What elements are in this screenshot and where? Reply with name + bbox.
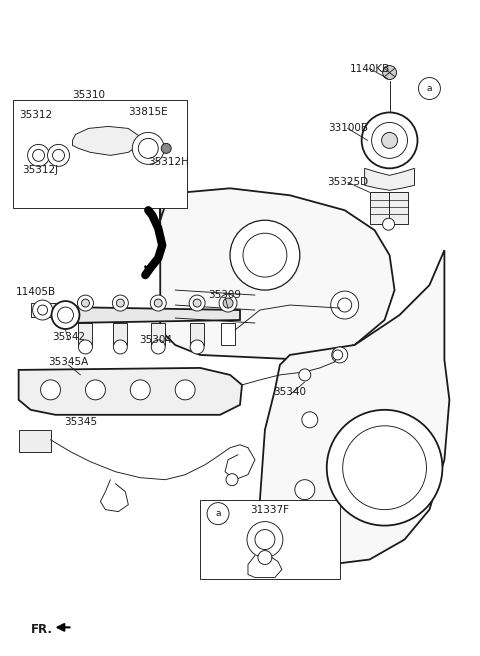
Bar xyxy=(200,500,340,579)
Circle shape xyxy=(58,307,73,323)
Circle shape xyxy=(383,66,396,79)
Circle shape xyxy=(175,380,195,400)
Circle shape xyxy=(116,299,124,307)
Text: FR.: FR. xyxy=(31,623,53,636)
Circle shape xyxy=(333,350,343,360)
Circle shape xyxy=(247,522,283,558)
Bar xyxy=(151,323,165,345)
Text: 35345A: 35345A xyxy=(48,357,89,367)
Circle shape xyxy=(33,150,45,161)
Circle shape xyxy=(28,144,49,167)
Text: 35312H: 35312H xyxy=(148,157,189,167)
Polygon shape xyxy=(365,169,415,190)
Circle shape xyxy=(258,550,272,565)
Circle shape xyxy=(151,340,165,354)
Circle shape xyxy=(338,298,352,312)
Circle shape xyxy=(138,138,158,158)
Circle shape xyxy=(112,295,128,311)
Text: 35304: 35304 xyxy=(139,335,172,345)
Bar xyxy=(78,323,93,345)
Text: 35312J: 35312J xyxy=(23,165,59,175)
Bar xyxy=(31,303,56,317)
Circle shape xyxy=(382,133,397,148)
Text: 35312: 35312 xyxy=(19,110,52,121)
Polygon shape xyxy=(19,368,242,415)
Circle shape xyxy=(332,347,348,363)
Circle shape xyxy=(230,220,300,290)
Bar xyxy=(12,100,187,208)
Circle shape xyxy=(327,410,443,525)
Circle shape xyxy=(193,299,201,307)
Text: a: a xyxy=(216,509,221,518)
Circle shape xyxy=(154,299,162,307)
Circle shape xyxy=(331,291,359,319)
Text: 35325D: 35325D xyxy=(327,177,368,188)
Circle shape xyxy=(243,233,287,277)
Circle shape xyxy=(302,412,318,428)
Circle shape xyxy=(37,305,48,315)
Text: a: a xyxy=(427,84,432,93)
Polygon shape xyxy=(160,171,395,360)
Circle shape xyxy=(85,380,106,400)
Text: 11405B: 11405B xyxy=(15,287,56,297)
Circle shape xyxy=(161,144,171,154)
Circle shape xyxy=(343,426,426,510)
Circle shape xyxy=(207,502,229,525)
Circle shape xyxy=(130,380,150,400)
Circle shape xyxy=(41,380,60,400)
Circle shape xyxy=(48,144,70,167)
Bar xyxy=(190,323,204,345)
Polygon shape xyxy=(72,127,138,155)
Circle shape xyxy=(33,300,52,320)
Text: 35309: 35309 xyxy=(208,290,241,300)
Text: 35310: 35310 xyxy=(72,91,105,100)
Bar xyxy=(19,430,50,452)
Circle shape xyxy=(132,133,164,165)
Text: 33100B: 33100B xyxy=(328,123,368,133)
Circle shape xyxy=(295,480,315,500)
Circle shape xyxy=(52,150,64,161)
Circle shape xyxy=(299,369,311,381)
Circle shape xyxy=(226,474,238,485)
Text: 31337F: 31337F xyxy=(251,504,289,514)
Text: 35342: 35342 xyxy=(52,332,85,342)
Circle shape xyxy=(78,340,93,354)
Circle shape xyxy=(255,529,275,550)
Circle shape xyxy=(361,112,418,169)
Bar xyxy=(370,192,408,224)
Circle shape xyxy=(150,295,166,311)
Text: 33815E: 33815E xyxy=(129,108,168,117)
Bar xyxy=(221,323,235,345)
Polygon shape xyxy=(65,307,240,323)
Circle shape xyxy=(372,123,408,158)
Circle shape xyxy=(219,294,237,312)
Text: 1140KB: 1140KB xyxy=(349,64,390,73)
Circle shape xyxy=(77,295,94,311)
Circle shape xyxy=(51,301,80,329)
Circle shape xyxy=(113,340,127,354)
Circle shape xyxy=(419,77,441,100)
Text: 35340: 35340 xyxy=(273,387,306,397)
Circle shape xyxy=(82,299,89,307)
Circle shape xyxy=(190,340,204,354)
Circle shape xyxy=(223,298,233,308)
Text: 35345: 35345 xyxy=(64,417,97,427)
Bar xyxy=(113,323,127,345)
Circle shape xyxy=(383,218,395,230)
Polygon shape xyxy=(260,250,449,565)
Circle shape xyxy=(189,295,205,311)
